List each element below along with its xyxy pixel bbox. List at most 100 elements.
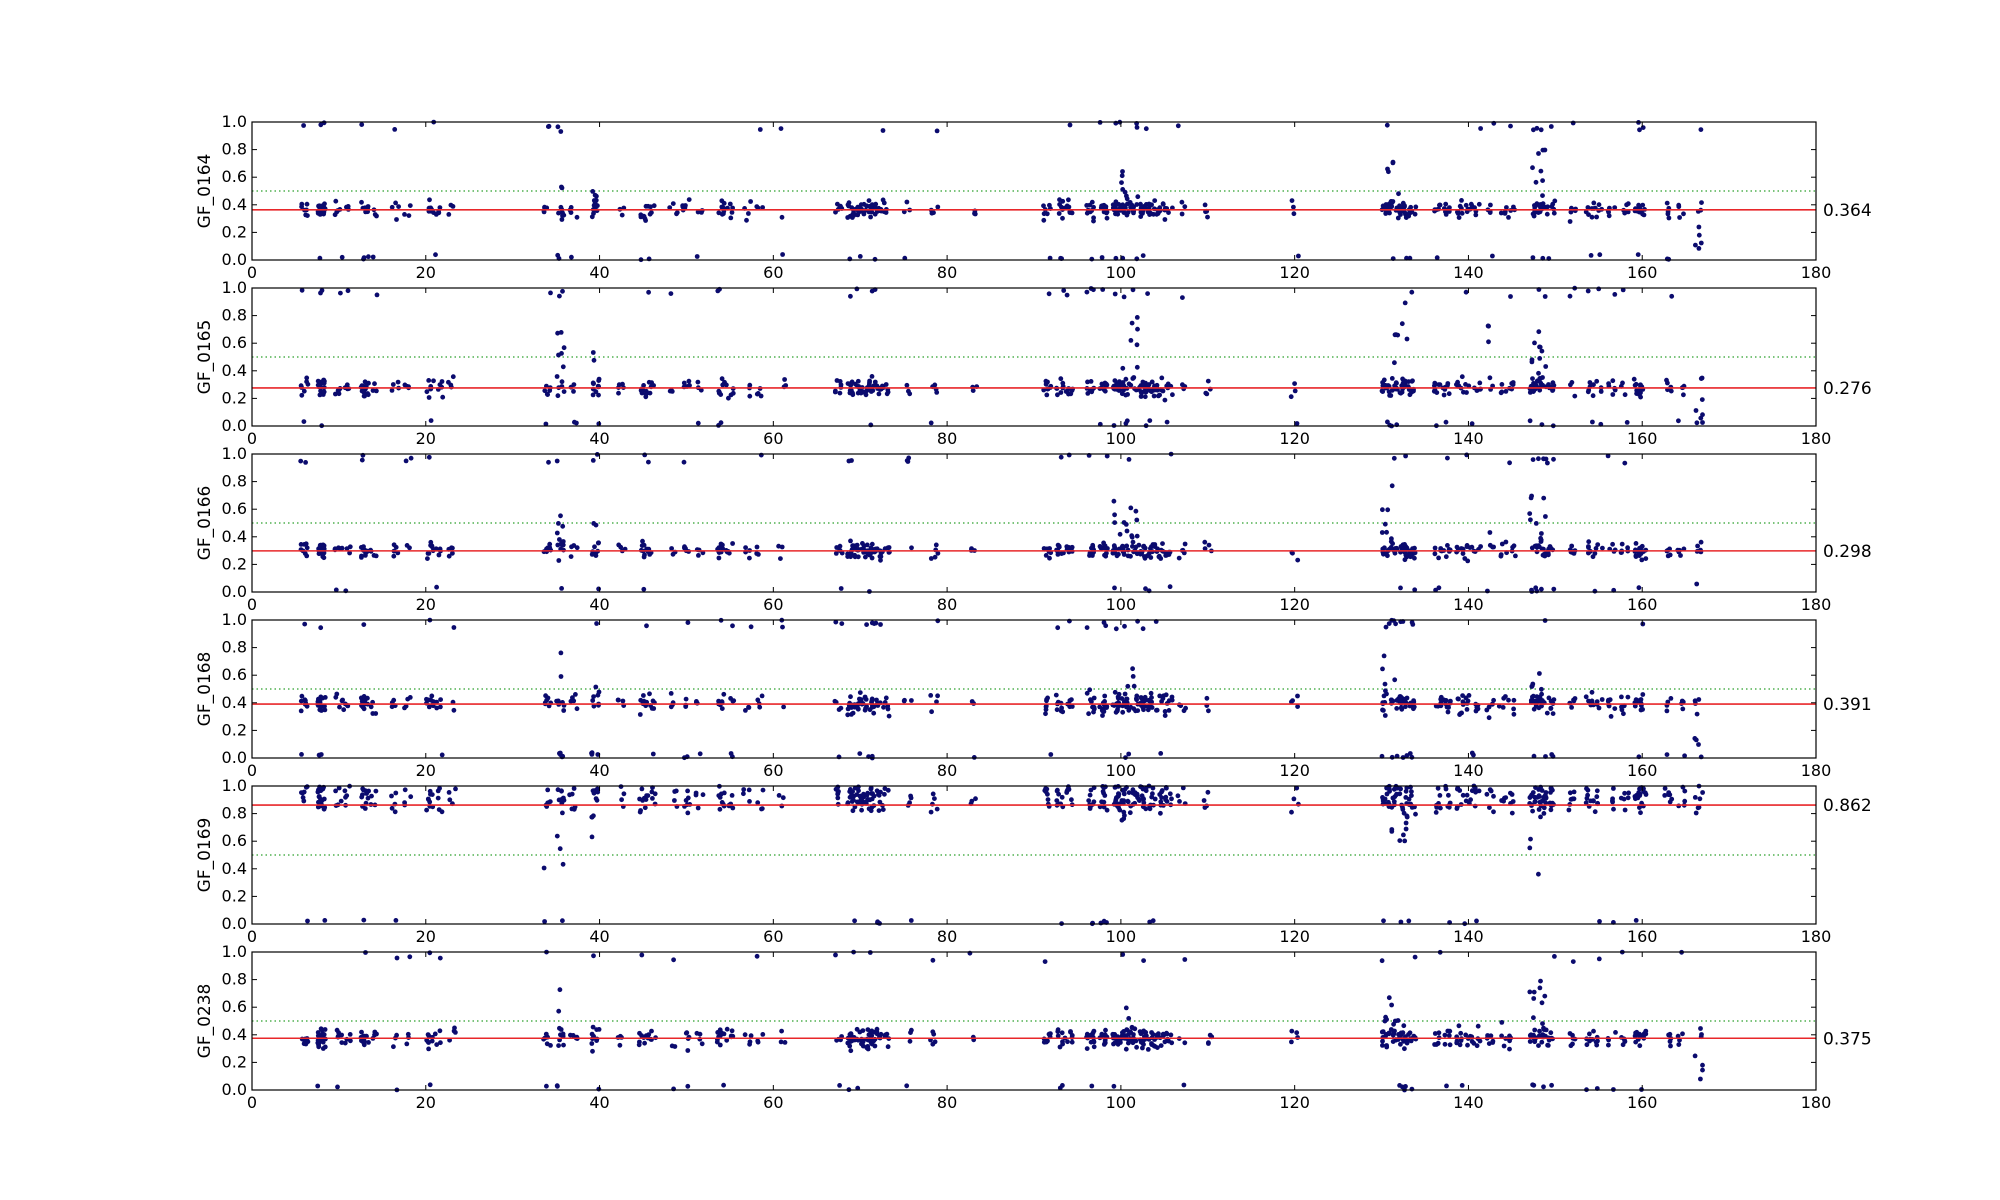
data-point: [834, 1037, 839, 1043]
data-point: [299, 287, 305, 293]
data-point: [1124, 212, 1130, 218]
data-point: [338, 290, 343, 296]
data-point: [668, 291, 674, 296]
data-point: [1041, 387, 1047, 393]
data-point: [1693, 242, 1698, 248]
data-point: [1129, 1025, 1135, 1030]
data-point: [1170, 392, 1175, 398]
data-point: [1403, 826, 1409, 832]
data-point: [450, 204, 456, 209]
data-point: [1536, 1043, 1541, 1048]
data-point: [556, 521, 561, 526]
data-point: [700, 792, 706, 798]
data-point: [1508, 123, 1513, 129]
data-point: [1441, 697, 1447, 703]
data-point: [1139, 551, 1144, 556]
data-point: [1528, 495, 1534, 501]
data-point: [593, 553, 599, 558]
data-point: [591, 203, 597, 208]
data-point: [1103, 623, 1109, 629]
data-point: [1119, 180, 1124, 186]
data-point: [669, 387, 674, 393]
data-point: [1566, 807, 1572, 813]
data-point: [1548, 706, 1554, 711]
data-point: [1047, 255, 1053, 261]
data-point: [546, 123, 552, 129]
data-point: [595, 692, 601, 698]
data-point: [728, 215, 734, 221]
data-point: [1150, 785, 1156, 791]
data-point: [1532, 699, 1538, 704]
data-point: [651, 203, 657, 209]
data-point: [760, 1032, 766, 1037]
data-point: [1382, 521, 1388, 527]
data-point: [438, 697, 443, 702]
data-point: [1380, 1029, 1386, 1034]
x-tick-label: 0: [247, 263, 257, 282]
data-point: [639, 952, 645, 958]
y-tick-label: 0.4: [222, 1025, 247, 1044]
data-point: [1584, 795, 1590, 801]
data-point: [1548, 1030, 1554, 1036]
data-point: [871, 1038, 877, 1044]
data-point: [592, 192, 598, 198]
data-point: [1147, 806, 1153, 812]
data-point: [559, 797, 564, 802]
data-point: [402, 705, 407, 711]
data-point: [747, 799, 752, 804]
data-point: [333, 587, 339, 593]
data-point: [1700, 1062, 1705, 1068]
data-point: [1388, 545, 1394, 550]
data-point: [1433, 810, 1439, 815]
data-point: [1591, 382, 1596, 388]
data-point: [1537, 356, 1543, 361]
x-tick-label: 160: [1627, 263, 1658, 282]
data-point: [1586, 539, 1592, 545]
data-point: [1123, 1005, 1129, 1011]
data-point: [1456, 1023, 1462, 1029]
data-point: [1055, 787, 1060, 793]
data-point: [1381, 653, 1387, 659]
data-point: [1542, 294, 1548, 299]
data-point: [1513, 553, 1518, 559]
data-point: [1544, 710, 1550, 716]
x-tick-label: 0: [247, 761, 257, 780]
data-point: [1119, 173, 1125, 179]
data-point: [1680, 699, 1686, 705]
data-point: [1692, 698, 1698, 704]
data-point: [1148, 546, 1153, 551]
data-point: [647, 552, 653, 557]
data-point: [741, 787, 747, 792]
data-point: [364, 789, 370, 795]
data-point: [641, 383, 646, 388]
data-point: [873, 201, 879, 207]
x-tick-label: 180: [1801, 927, 1832, 946]
data-point: [1104, 807, 1110, 813]
data-point: [1633, 1039, 1639, 1045]
data-point: [1584, 1042, 1590, 1048]
data-point: [1379, 530, 1385, 535]
data-point: [1406, 379, 1411, 384]
data-point: [860, 541, 865, 546]
data-point: [616, 390, 621, 396]
data-point: [1402, 300, 1408, 306]
data-point: [647, 390, 653, 396]
data-point: [1121, 791, 1127, 797]
data-point: [685, 810, 691, 816]
data-point: [1633, 918, 1639, 923]
data-point: [651, 706, 657, 711]
data-point: [1434, 1042, 1439, 1047]
x-tick-label: 140: [1453, 263, 1484, 282]
data-point: [1539, 1000, 1545, 1006]
data-point: [560, 523, 566, 529]
y-tick-label: 0.2: [222, 720, 247, 739]
data-point: [1597, 252, 1603, 258]
data-point: [1065, 1039, 1070, 1045]
data-point: [1140, 796, 1146, 801]
data-point: [1632, 382, 1638, 388]
data-point: [857, 254, 863, 259]
data-point: [1046, 291, 1052, 297]
data-point: [1539, 586, 1544, 592]
data-point: [338, 798, 344, 804]
data-point: [591, 703, 597, 709]
